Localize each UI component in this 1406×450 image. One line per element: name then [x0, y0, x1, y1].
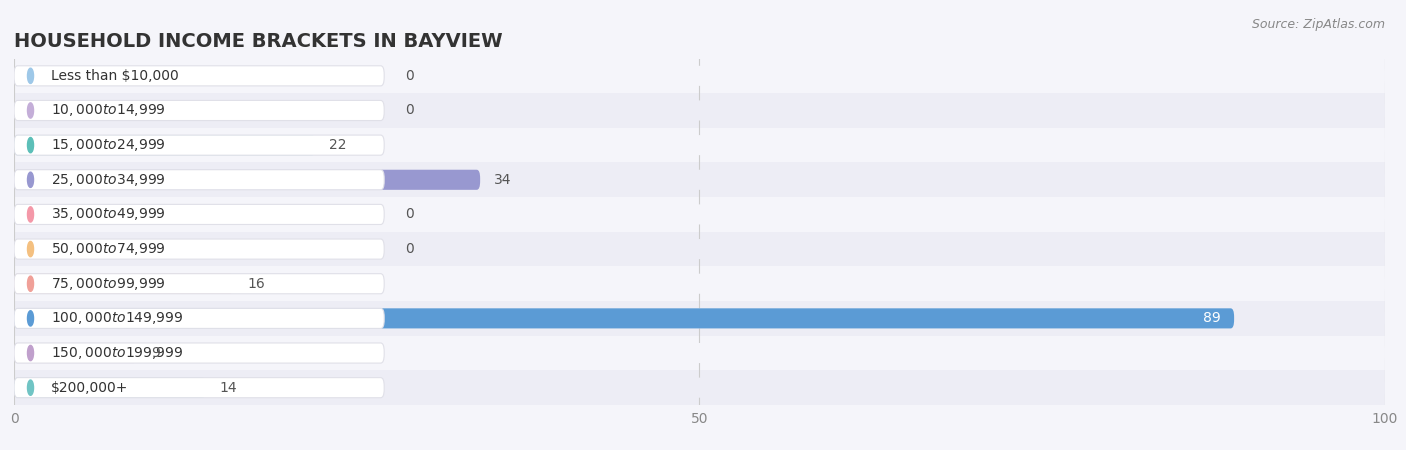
- FancyBboxPatch shape: [14, 170, 481, 190]
- Bar: [14, 336, 1385, 370]
- Text: Source: ZipAtlas.com: Source: ZipAtlas.com: [1251, 18, 1385, 31]
- Circle shape: [28, 68, 34, 83]
- FancyBboxPatch shape: [14, 66, 384, 86]
- FancyBboxPatch shape: [14, 239, 1385, 259]
- Circle shape: [28, 172, 34, 187]
- Text: $50,000 to $74,999: $50,000 to $74,999: [51, 241, 166, 257]
- Bar: [14, 301, 1385, 336]
- Circle shape: [28, 276, 34, 291]
- Circle shape: [28, 380, 34, 395]
- FancyBboxPatch shape: [14, 343, 1385, 363]
- Bar: [14, 93, 1385, 128]
- FancyBboxPatch shape: [14, 378, 207, 398]
- Text: $200,000+: $200,000+: [51, 381, 128, 395]
- Text: $25,000 to $34,999: $25,000 to $34,999: [51, 172, 166, 188]
- FancyBboxPatch shape: [14, 100, 1385, 121]
- FancyBboxPatch shape: [14, 204, 384, 225]
- Bar: [14, 162, 1385, 197]
- FancyBboxPatch shape: [14, 135, 384, 155]
- FancyBboxPatch shape: [14, 308, 384, 328]
- Text: HOUSEHOLD INCOME BRACKETS IN BAYVIEW: HOUSEHOLD INCOME BRACKETS IN BAYVIEW: [14, 32, 503, 51]
- Circle shape: [28, 207, 34, 222]
- Circle shape: [28, 346, 34, 360]
- Circle shape: [28, 311, 34, 326]
- Circle shape: [28, 138, 34, 153]
- FancyBboxPatch shape: [14, 308, 1234, 328]
- Text: $35,000 to $49,999: $35,000 to $49,999: [51, 207, 166, 222]
- Text: 0: 0: [405, 207, 413, 221]
- Text: 0: 0: [405, 242, 413, 256]
- Bar: [14, 128, 1385, 162]
- Bar: [14, 197, 1385, 232]
- FancyBboxPatch shape: [14, 170, 384, 190]
- FancyBboxPatch shape: [14, 308, 1385, 328]
- FancyBboxPatch shape: [14, 135, 315, 155]
- Text: $15,000 to $24,999: $15,000 to $24,999: [51, 137, 166, 153]
- Text: 16: 16: [247, 277, 264, 291]
- Text: 89: 89: [1202, 311, 1220, 325]
- FancyBboxPatch shape: [14, 274, 233, 294]
- FancyBboxPatch shape: [14, 343, 384, 363]
- Text: $100,000 to $149,999: $100,000 to $149,999: [51, 310, 184, 326]
- FancyBboxPatch shape: [14, 170, 1385, 190]
- Text: 34: 34: [494, 173, 512, 187]
- Text: 14: 14: [219, 381, 238, 395]
- Bar: [14, 232, 1385, 266]
- FancyBboxPatch shape: [14, 239, 384, 259]
- FancyBboxPatch shape: [14, 274, 384, 294]
- Bar: [14, 370, 1385, 405]
- Text: 0: 0: [405, 69, 413, 83]
- Circle shape: [28, 103, 34, 118]
- Circle shape: [28, 242, 34, 256]
- FancyBboxPatch shape: [14, 378, 1385, 398]
- Text: 0: 0: [405, 104, 413, 117]
- FancyBboxPatch shape: [14, 378, 384, 398]
- Bar: [14, 58, 1385, 93]
- Text: 9: 9: [152, 346, 160, 360]
- Bar: [14, 266, 1385, 301]
- FancyBboxPatch shape: [14, 100, 384, 121]
- FancyBboxPatch shape: [14, 343, 138, 363]
- FancyBboxPatch shape: [14, 274, 1385, 294]
- Text: $150,000 to $199,999: $150,000 to $199,999: [51, 345, 184, 361]
- FancyBboxPatch shape: [14, 135, 1385, 155]
- Text: Less than $10,000: Less than $10,000: [51, 69, 179, 83]
- Text: $75,000 to $99,999: $75,000 to $99,999: [51, 276, 166, 292]
- FancyBboxPatch shape: [14, 204, 1385, 225]
- Text: $10,000 to $14,999: $10,000 to $14,999: [51, 103, 166, 118]
- FancyBboxPatch shape: [14, 66, 1385, 86]
- Text: 22: 22: [329, 138, 347, 152]
